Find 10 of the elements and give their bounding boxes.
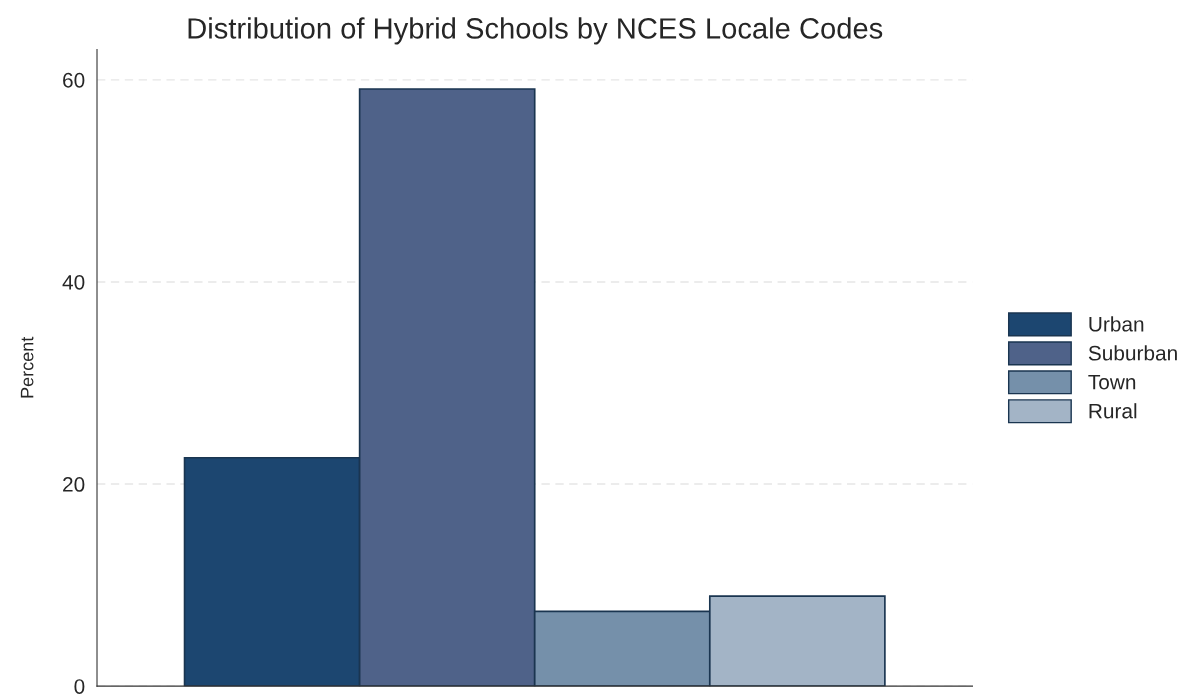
legend-label: Suburban <box>1088 345 1177 361</box>
legend-label: Town <box>1088 374 1136 390</box>
y-tick-label: 40 <box>62 274 85 290</box>
chart-title: Distribution of Hybrid Schools by NCES Locale Codes <box>188 17 883 45</box>
y-axis-title: Percent <box>20 336 34 398</box>
y-tick-label: 60 <box>63 72 85 88</box>
legend-label: Urban <box>1089 316 1144 332</box>
y-tick-label: 20 <box>63 477 85 492</box>
legend-label: Rural <box>1089 403 1137 419</box>
y-tick-label: 0 <box>74 679 85 694</box>
